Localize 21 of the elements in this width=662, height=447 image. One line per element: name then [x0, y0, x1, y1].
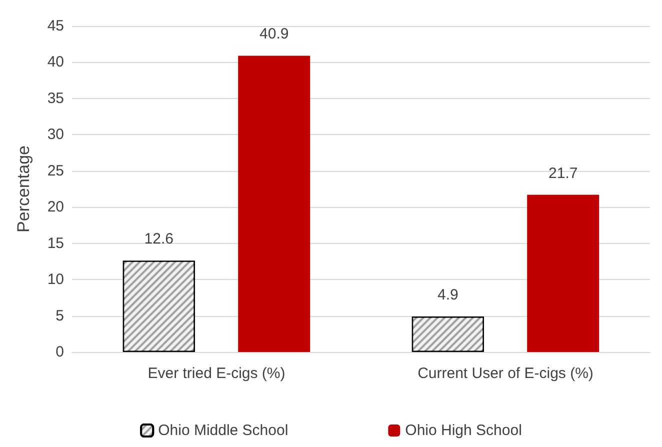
data-label: 12.6: [144, 230, 174, 248]
y-tick-label: 40: [47, 54, 64, 71]
y-axis-title: Percentage: [14, 146, 33, 232]
y-tick-label: 5: [56, 307, 64, 324]
y-tick-label: 35: [47, 90, 64, 107]
bar: [238, 56, 310, 352]
legend-label: Ohio High School: [405, 422, 522, 439]
y-tick-label: 10: [47, 271, 64, 288]
x-tick-label: Current User of E-cigs (%): [418, 365, 594, 382]
y-tick-label: 30: [47, 126, 64, 144]
bar: [527, 194, 600, 352]
data-label: 4.9: [437, 286, 458, 304]
y-tick-label: 15: [47, 234, 64, 252]
legend-label: Ohio Middle School: [158, 422, 288, 439]
y-tick-label: 45: [47, 18, 64, 34]
data-label: 40.9: [260, 26, 289, 43]
y-tick-label: 25: [47, 162, 64, 180]
y-tick-label: 20: [47, 198, 64, 216]
x-tick-label: Ever tried E-cigs (%): [148, 365, 286, 382]
y-tick-label: 0: [56, 344, 64, 360]
data-label: 21.7: [548, 164, 578, 182]
